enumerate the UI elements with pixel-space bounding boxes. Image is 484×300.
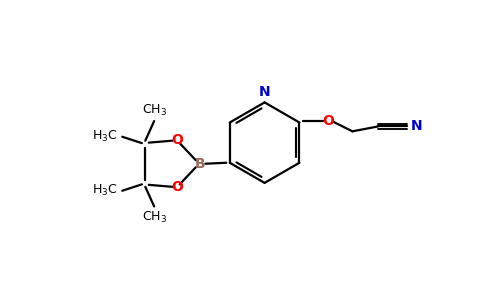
Text: B: B	[195, 157, 206, 171]
Text: H$_3$C: H$_3$C	[92, 183, 118, 198]
Text: CH$_3$: CH$_3$	[142, 210, 166, 225]
Text: O: O	[171, 133, 182, 147]
Text: N: N	[410, 119, 422, 134]
Text: N: N	[259, 85, 271, 100]
Text: H$_3$C: H$_3$C	[92, 129, 118, 144]
Text: CH$_3$: CH$_3$	[142, 103, 166, 118]
Text: O: O	[322, 114, 334, 128]
Text: O: O	[171, 180, 182, 194]
